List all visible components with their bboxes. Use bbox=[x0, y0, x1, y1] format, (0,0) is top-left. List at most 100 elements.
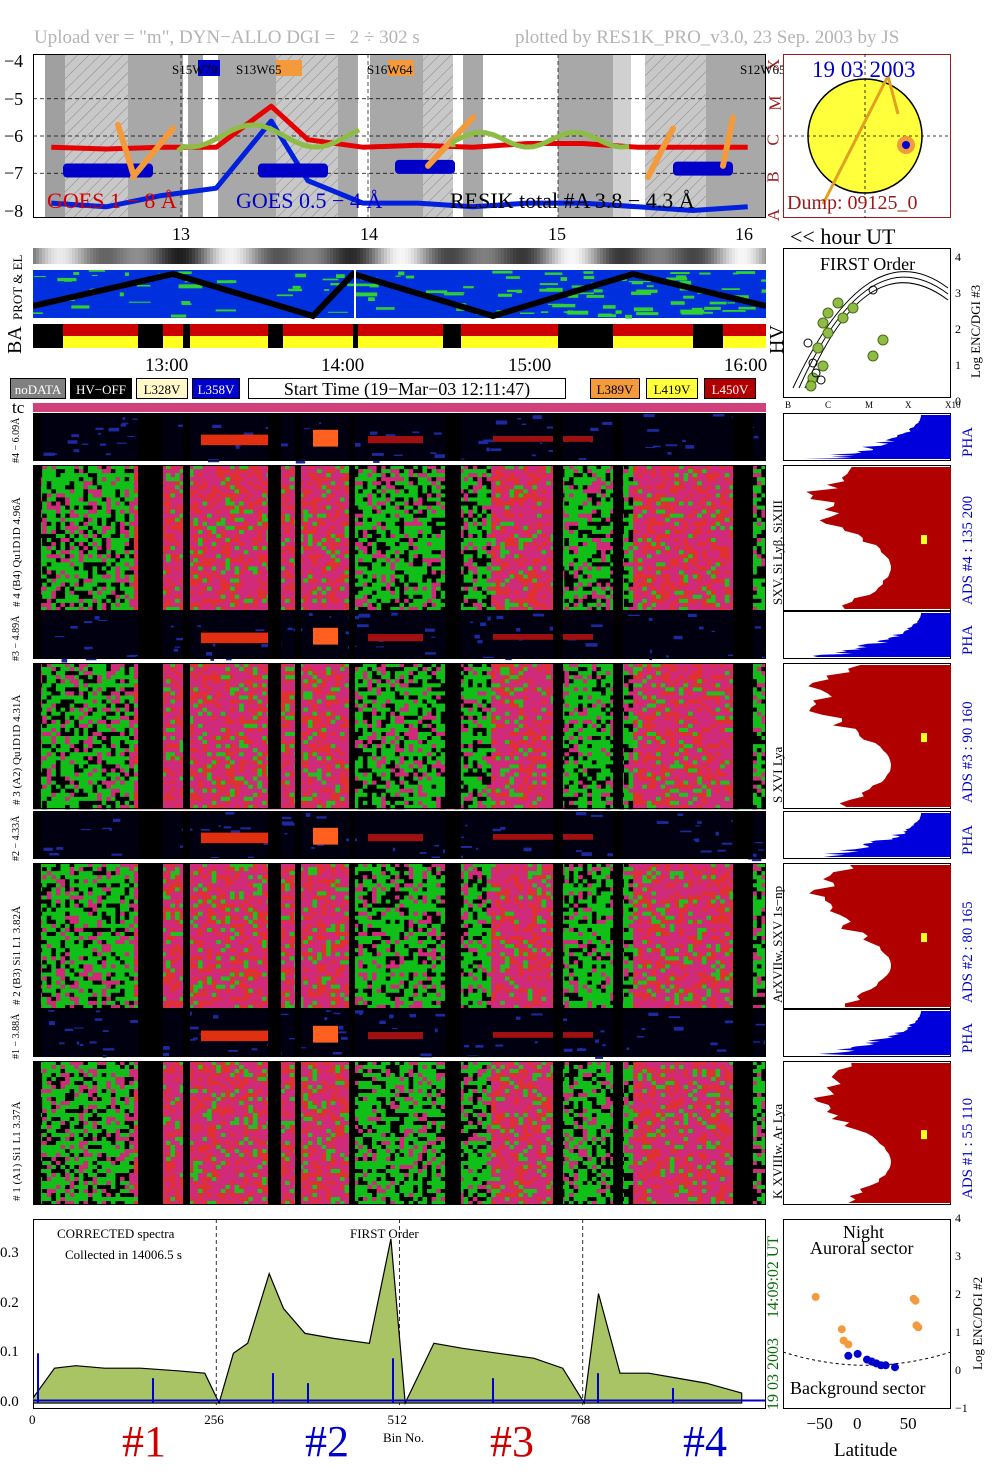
el-strip-cell bbox=[333, 248, 336, 264]
spectrogram-cell bbox=[385, 578, 391, 584]
spectrogram-cell bbox=[257, 542, 263, 547]
spectrogram-cell bbox=[207, 501, 213, 506]
spectrogram-cell bbox=[298, 554, 304, 559]
spectrogram-cell bbox=[97, 554, 103, 559]
spectrogram-cell bbox=[87, 602, 93, 608]
spectrogram-cell bbox=[69, 489, 75, 494]
spectrogram-cell bbox=[69, 574, 75, 579]
spectrogram-cell bbox=[546, 473, 552, 478]
spectrogram-cell bbox=[202, 497, 208, 502]
spectrogram-cell bbox=[179, 489, 185, 494]
spectrogram-cell bbox=[463, 550, 469, 555]
spectrogram-cell bbox=[491, 574, 497, 579]
spectrogram-cell bbox=[97, 574, 103, 579]
spectrogram-cell bbox=[335, 473, 341, 478]
spectrogram-cell bbox=[578, 542, 584, 547]
spectrogram-cell bbox=[207, 497, 213, 502]
spectrogram-cell bbox=[527, 574, 533, 579]
spectrogram-cell bbox=[587, 501, 593, 506]
pha-noise bbox=[532, 454, 536, 457]
spectrogram-cell bbox=[413, 602, 419, 608]
spectrogram-cell bbox=[569, 570, 574, 575]
spectrogram-cell bbox=[569, 562, 574, 567]
spectrogram-cell bbox=[170, 533, 176, 539]
spectrogram-cell bbox=[546, 465, 552, 470]
spectrogram-cell bbox=[225, 477, 231, 482]
spectrogram-cell bbox=[65, 485, 71, 490]
spectrogram-cell bbox=[390, 521, 396, 527]
spectrogram-cell bbox=[42, 582, 48, 588]
spectrogram-cell bbox=[317, 529, 323, 535]
spectrogram-cell bbox=[527, 517, 533, 523]
spectrogram-cell bbox=[188, 529, 194, 535]
spectrogram-cell bbox=[376, 542, 382, 547]
spectrogram-cell bbox=[248, 546, 254, 551]
spectrogram-cell bbox=[335, 529, 341, 535]
spectrogram-cell bbox=[408, 493, 414, 498]
spectrogram-cell bbox=[504, 558, 510, 563]
spectrogram-cell bbox=[207, 590, 213, 596]
spectrogram-cell bbox=[69, 533, 75, 539]
spectrogram-cell bbox=[339, 602, 345, 608]
spectrogram-cell bbox=[527, 481, 533, 486]
spectrogram-cell bbox=[74, 505, 80, 511]
spectrogram-cell bbox=[477, 465, 483, 470]
spectrogram-cell bbox=[78, 598, 84, 604]
el-strip-cell bbox=[162, 248, 165, 264]
spectrogram-cell bbox=[120, 590, 126, 596]
spectrogram-cell bbox=[92, 493, 98, 498]
spectrogram-cell bbox=[500, 501, 506, 506]
spectrogram-cell bbox=[381, 481, 387, 486]
spectrogram-cell bbox=[257, 533, 263, 539]
el-strip-cell bbox=[729, 248, 732, 264]
spectrogram-cell bbox=[339, 505, 345, 511]
spectrogram-cell bbox=[110, 598, 116, 604]
spectrogram-cell bbox=[436, 570, 442, 575]
spectrogram-cell bbox=[262, 473, 268, 478]
spectrogram-cell bbox=[372, 513, 377, 519]
spectrogram-cell bbox=[46, 533, 52, 539]
spectrogram-cell bbox=[188, 602, 194, 608]
spectrogram-cell bbox=[339, 550, 345, 555]
spectrogram-cell bbox=[436, 546, 442, 551]
spectrogram-cell bbox=[51, 558, 57, 563]
spectrogram-cell bbox=[344, 570, 350, 575]
el-strip-cell bbox=[528, 248, 531, 264]
spectrogram-cell bbox=[284, 558, 290, 563]
spectrogram-cell bbox=[390, 598, 396, 604]
spectrogram-cell bbox=[472, 493, 478, 498]
spectrogram-cell bbox=[280, 521, 286, 527]
spectrogram-cell bbox=[257, 570, 263, 575]
spectrogram-cell bbox=[78, 590, 84, 596]
hv-off-column bbox=[138, 413, 163, 461]
spectrogram-cell bbox=[216, 578, 222, 584]
spectrogram-cell bbox=[229, 586, 235, 592]
spectrogram-cell bbox=[413, 477, 419, 482]
spectrogram-cell bbox=[523, 578, 529, 584]
spectrogram-cell bbox=[211, 497, 217, 502]
spectrogram-cell bbox=[65, 582, 71, 588]
spectrogram-cell bbox=[330, 533, 336, 539]
spectrogram-cell bbox=[65, 554, 71, 559]
spectrogram-cell bbox=[546, 469, 552, 474]
spectrogram-cell bbox=[284, 578, 290, 584]
spectrogram-cell bbox=[514, 578, 520, 584]
spectrogram-cell bbox=[307, 538, 313, 543]
spectrogram-cell bbox=[165, 558, 171, 563]
spectrogram-cell bbox=[569, 594, 574, 600]
spectrogram-cell bbox=[280, 525, 286, 531]
spectrogram-cell bbox=[358, 473, 364, 478]
spectrogram-cell bbox=[569, 465, 574, 470]
spectrogram-cell bbox=[202, 513, 208, 519]
spectrogram-cell bbox=[500, 533, 506, 539]
spectrogram-cell bbox=[440, 558, 446, 563]
prot-el-noise bbox=[636, 312, 659, 316]
spectrogram-cell bbox=[303, 497, 309, 502]
spectrogram-cell bbox=[234, 606, 240, 612]
spectrogram-cell bbox=[509, 533, 515, 539]
spectrogram-cell bbox=[115, 513, 121, 519]
spectrogram-cell bbox=[509, 469, 515, 474]
spectrogram-cell bbox=[573, 558, 579, 563]
el-strip-cell bbox=[603, 248, 606, 264]
spectrogram-cell bbox=[289, 521, 295, 527]
